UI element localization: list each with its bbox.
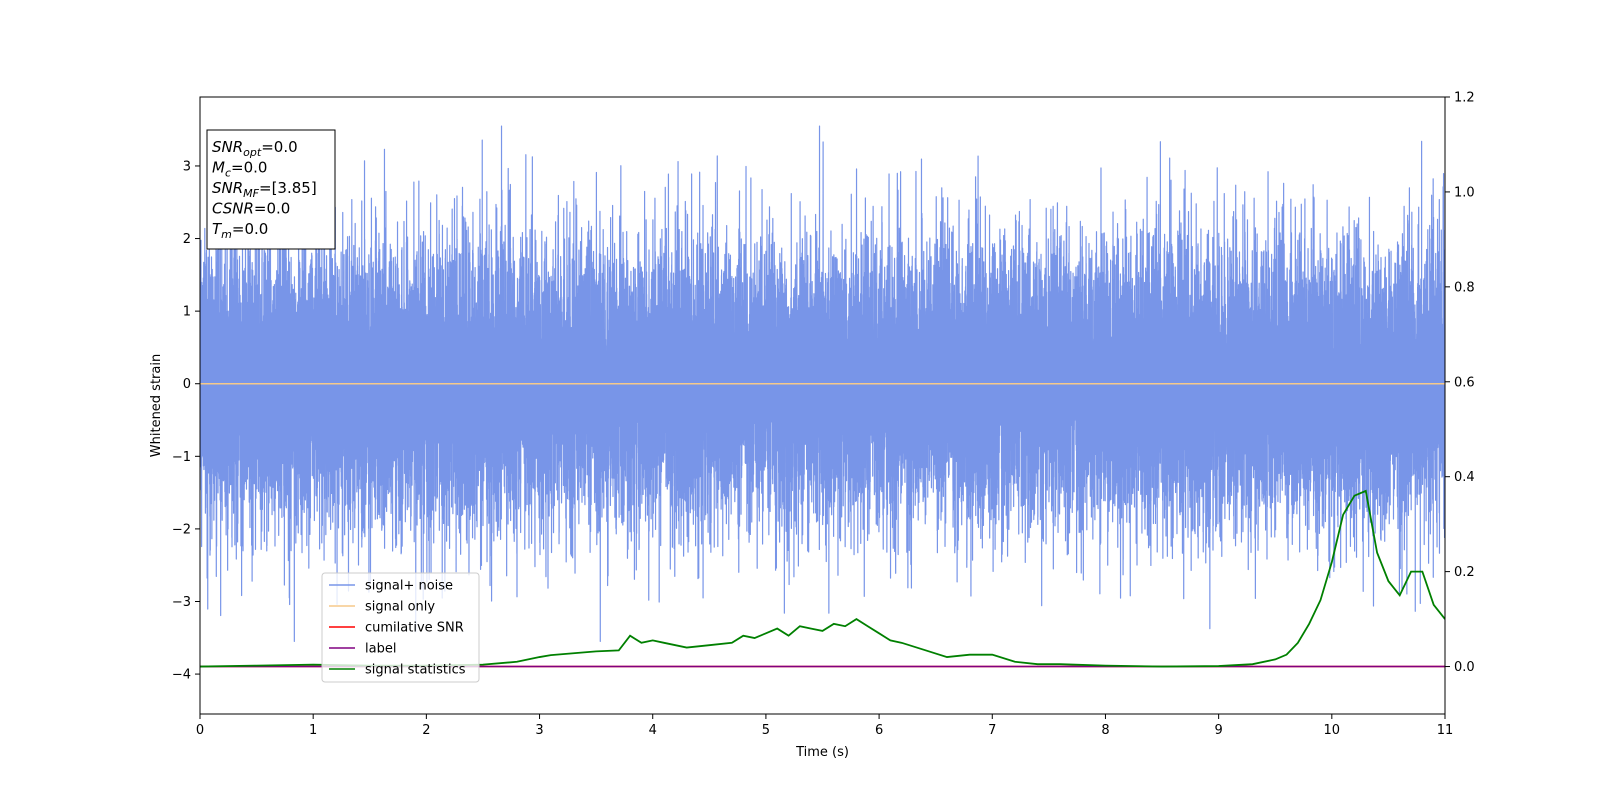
x-tick-label: 2 [422,723,430,738]
y-right-tick-label: 0.6 [1454,375,1475,390]
info-subscript: c [225,167,231,180]
info-box-line: CSNR=0.0 [212,200,290,218]
y-left-tick-label: 2 [183,232,191,247]
axes-frame [199,96,1446,715]
legend-label: label [365,642,396,657]
y-axis-label: Whitened strain [149,354,164,457]
y-left-tick-label: −2 [172,522,191,537]
info-base: SNR [212,138,243,156]
legend-label: cumilative SNR [365,621,464,636]
legend-frame [321,572,480,683]
legend-label: signal statistics [365,663,466,678]
y-right-tick-label: 1.0 [1454,185,1475,200]
axes: 0 1 2 3 4 5 6 7 8 9 10 11 −4 −3 −2 −1 0 1 2 3 0.0 0.2 0.4 0.6 0.… [172,91,1475,739]
legend: signal+ noise signal only cumilative SNR la… [321,572,480,683]
info-box-line: Mc=0.0 [212,159,267,180]
info-box-line: SNRMF=[3.85] [212,179,317,200]
x-tick-label: 11 [1437,723,1454,738]
x-axis-label: Time (s) [795,745,849,760]
x-tick-label: 10 [1324,723,1341,738]
x-tick-label: 9 [1214,723,1222,738]
y-right-tick-label: 0.0 [1454,660,1475,675]
info-base: CSNR [212,200,254,218]
x-tick-label: 0 [196,723,204,738]
x-tick-label: 6 [875,723,883,738]
info-base: M [212,159,225,177]
x-tick-label: 3 [535,723,543,738]
y-right-tick-label: 0.2 [1454,565,1475,580]
info-base: SNR [212,179,243,197]
info-box-line: SNRopt=0.0 [212,138,298,159]
info-value: =0.0 [254,200,290,218]
info-subscript: MF [243,187,259,200]
y-left-tick-label: 0 [183,377,191,392]
x-tick-label: 8 [1101,723,1109,738]
info-subscript: opt [243,146,262,159]
info-box-frame [206,129,336,250]
info-subscript: m [221,228,232,241]
x-tick-label: 7 [988,723,996,738]
x-tick-label: 5 [762,723,770,738]
info-box: SNRopt=0.0Mc=0.0SNRMF=[3.85]CSNR=0.0Tm=0… [206,129,336,250]
info-value: =0.0 [231,159,267,177]
y-left-tick-label: 3 [183,159,191,174]
y-left-tick-label: 1 [183,305,191,320]
series-line-signal-statistics [200,489,1445,668]
legend-label: signal+ noise [365,579,453,594]
info-box-line: Tm=0.0 [212,220,268,241]
y-left-tick-label: −1 [172,450,191,465]
info-base: T [212,220,223,238]
info-value: =[3.85] [259,179,317,197]
y-left-tick-label: −4 [172,668,191,683]
y-right-tick-label: 0.4 [1454,470,1475,485]
x-tick-label: 1 [309,723,317,738]
y-right-tick-label: 1.2 [1454,91,1475,106]
info-value: =0.0 [261,138,297,156]
info-value: =0.0 [232,220,268,238]
series-line-signal-noise [200,125,1445,643]
y-right-tick-label: 0.8 [1454,280,1475,295]
x-tick-label: 4 [649,723,657,738]
y-left-tick-label: −3 [172,595,191,610]
legend-label: signal only [365,600,435,615]
